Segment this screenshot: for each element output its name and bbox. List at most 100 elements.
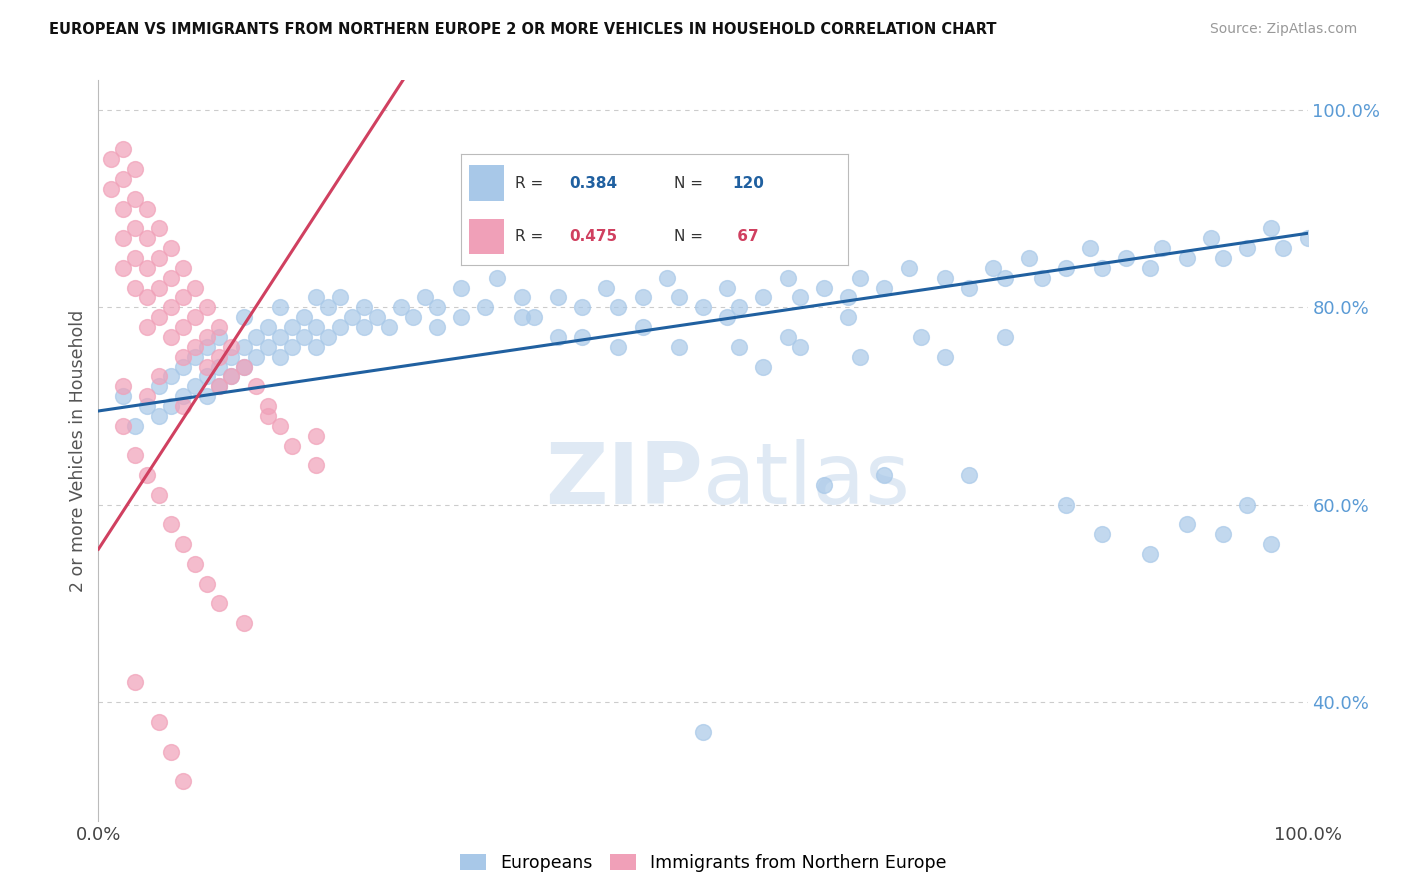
Point	[195, 359, 218, 374]
Point	[195, 576, 218, 591]
Point	[135, 231, 157, 245]
Point	[195, 330, 218, 344]
Point	[111, 389, 134, 403]
Point	[776, 270, 799, 285]
Point	[208, 320, 231, 334]
Point	[256, 409, 278, 423]
Point	[910, 330, 932, 344]
Point	[160, 241, 183, 255]
Point	[135, 468, 157, 483]
Point	[305, 340, 328, 354]
Point	[692, 724, 714, 739]
Point	[208, 350, 231, 364]
Point	[1296, 231, 1319, 245]
Point	[269, 350, 291, 364]
Point	[595, 280, 617, 294]
Point	[100, 182, 122, 196]
Point	[195, 301, 218, 315]
Point	[208, 330, 231, 344]
Point	[232, 359, 254, 374]
Point	[655, 270, 678, 285]
Point	[124, 280, 146, 294]
Point	[208, 597, 231, 611]
Point	[160, 270, 183, 285]
Point	[124, 418, 146, 433]
Point	[111, 142, 134, 156]
Point	[631, 320, 654, 334]
Point	[1091, 260, 1114, 275]
Point	[316, 301, 339, 315]
Point	[1175, 251, 1198, 265]
Point	[124, 449, 146, 463]
Point	[957, 468, 980, 483]
Point	[184, 350, 207, 364]
Point	[994, 330, 1017, 344]
Point	[981, 260, 1004, 275]
Point	[172, 350, 194, 364]
Point	[1152, 241, 1174, 255]
Point	[184, 379, 207, 393]
Text: atlas: atlas	[703, 439, 911, 522]
Point	[172, 290, 194, 304]
Point	[837, 310, 859, 325]
Point	[221, 350, 243, 364]
Point	[172, 399, 194, 413]
Point	[486, 270, 509, 285]
Point	[245, 379, 267, 393]
Point	[716, 310, 738, 325]
Point	[281, 320, 304, 334]
Point	[269, 418, 291, 433]
Point	[1175, 517, 1198, 532]
Point	[232, 359, 254, 374]
Point	[269, 330, 291, 344]
Point	[292, 310, 315, 325]
Point	[111, 231, 134, 245]
Point	[426, 320, 449, 334]
Point	[510, 290, 533, 304]
Point	[111, 379, 134, 393]
Point	[256, 340, 278, 354]
Point	[957, 280, 980, 294]
Point	[221, 369, 243, 384]
Point	[353, 301, 375, 315]
Point	[135, 290, 157, 304]
Point	[256, 320, 278, 334]
Point	[111, 260, 134, 275]
Point	[426, 301, 449, 315]
Point	[172, 774, 194, 789]
Point	[269, 301, 291, 315]
Point	[148, 488, 170, 502]
Point	[1054, 260, 1077, 275]
Point	[195, 389, 218, 403]
Point	[184, 557, 207, 571]
Point	[148, 251, 170, 265]
Point	[571, 301, 593, 315]
Point	[1031, 270, 1053, 285]
Point	[1199, 231, 1222, 245]
Point	[148, 310, 170, 325]
Point	[124, 251, 146, 265]
Point	[305, 458, 328, 473]
Point	[728, 340, 751, 354]
Point	[148, 714, 170, 729]
Point	[402, 310, 425, 325]
Point	[547, 330, 569, 344]
Point	[897, 260, 920, 275]
Point	[873, 280, 896, 294]
Point	[124, 675, 146, 690]
Point	[148, 280, 170, 294]
Point	[813, 280, 835, 294]
Point	[172, 389, 194, 403]
Point	[232, 310, 254, 325]
Point	[329, 320, 352, 334]
Point	[450, 280, 472, 294]
Point	[245, 330, 267, 344]
Point	[135, 389, 157, 403]
Point	[124, 162, 146, 177]
Point	[1236, 241, 1258, 255]
Point	[111, 202, 134, 216]
Point	[160, 369, 183, 384]
Point	[631, 290, 654, 304]
Point	[1260, 537, 1282, 551]
Point	[849, 350, 872, 364]
